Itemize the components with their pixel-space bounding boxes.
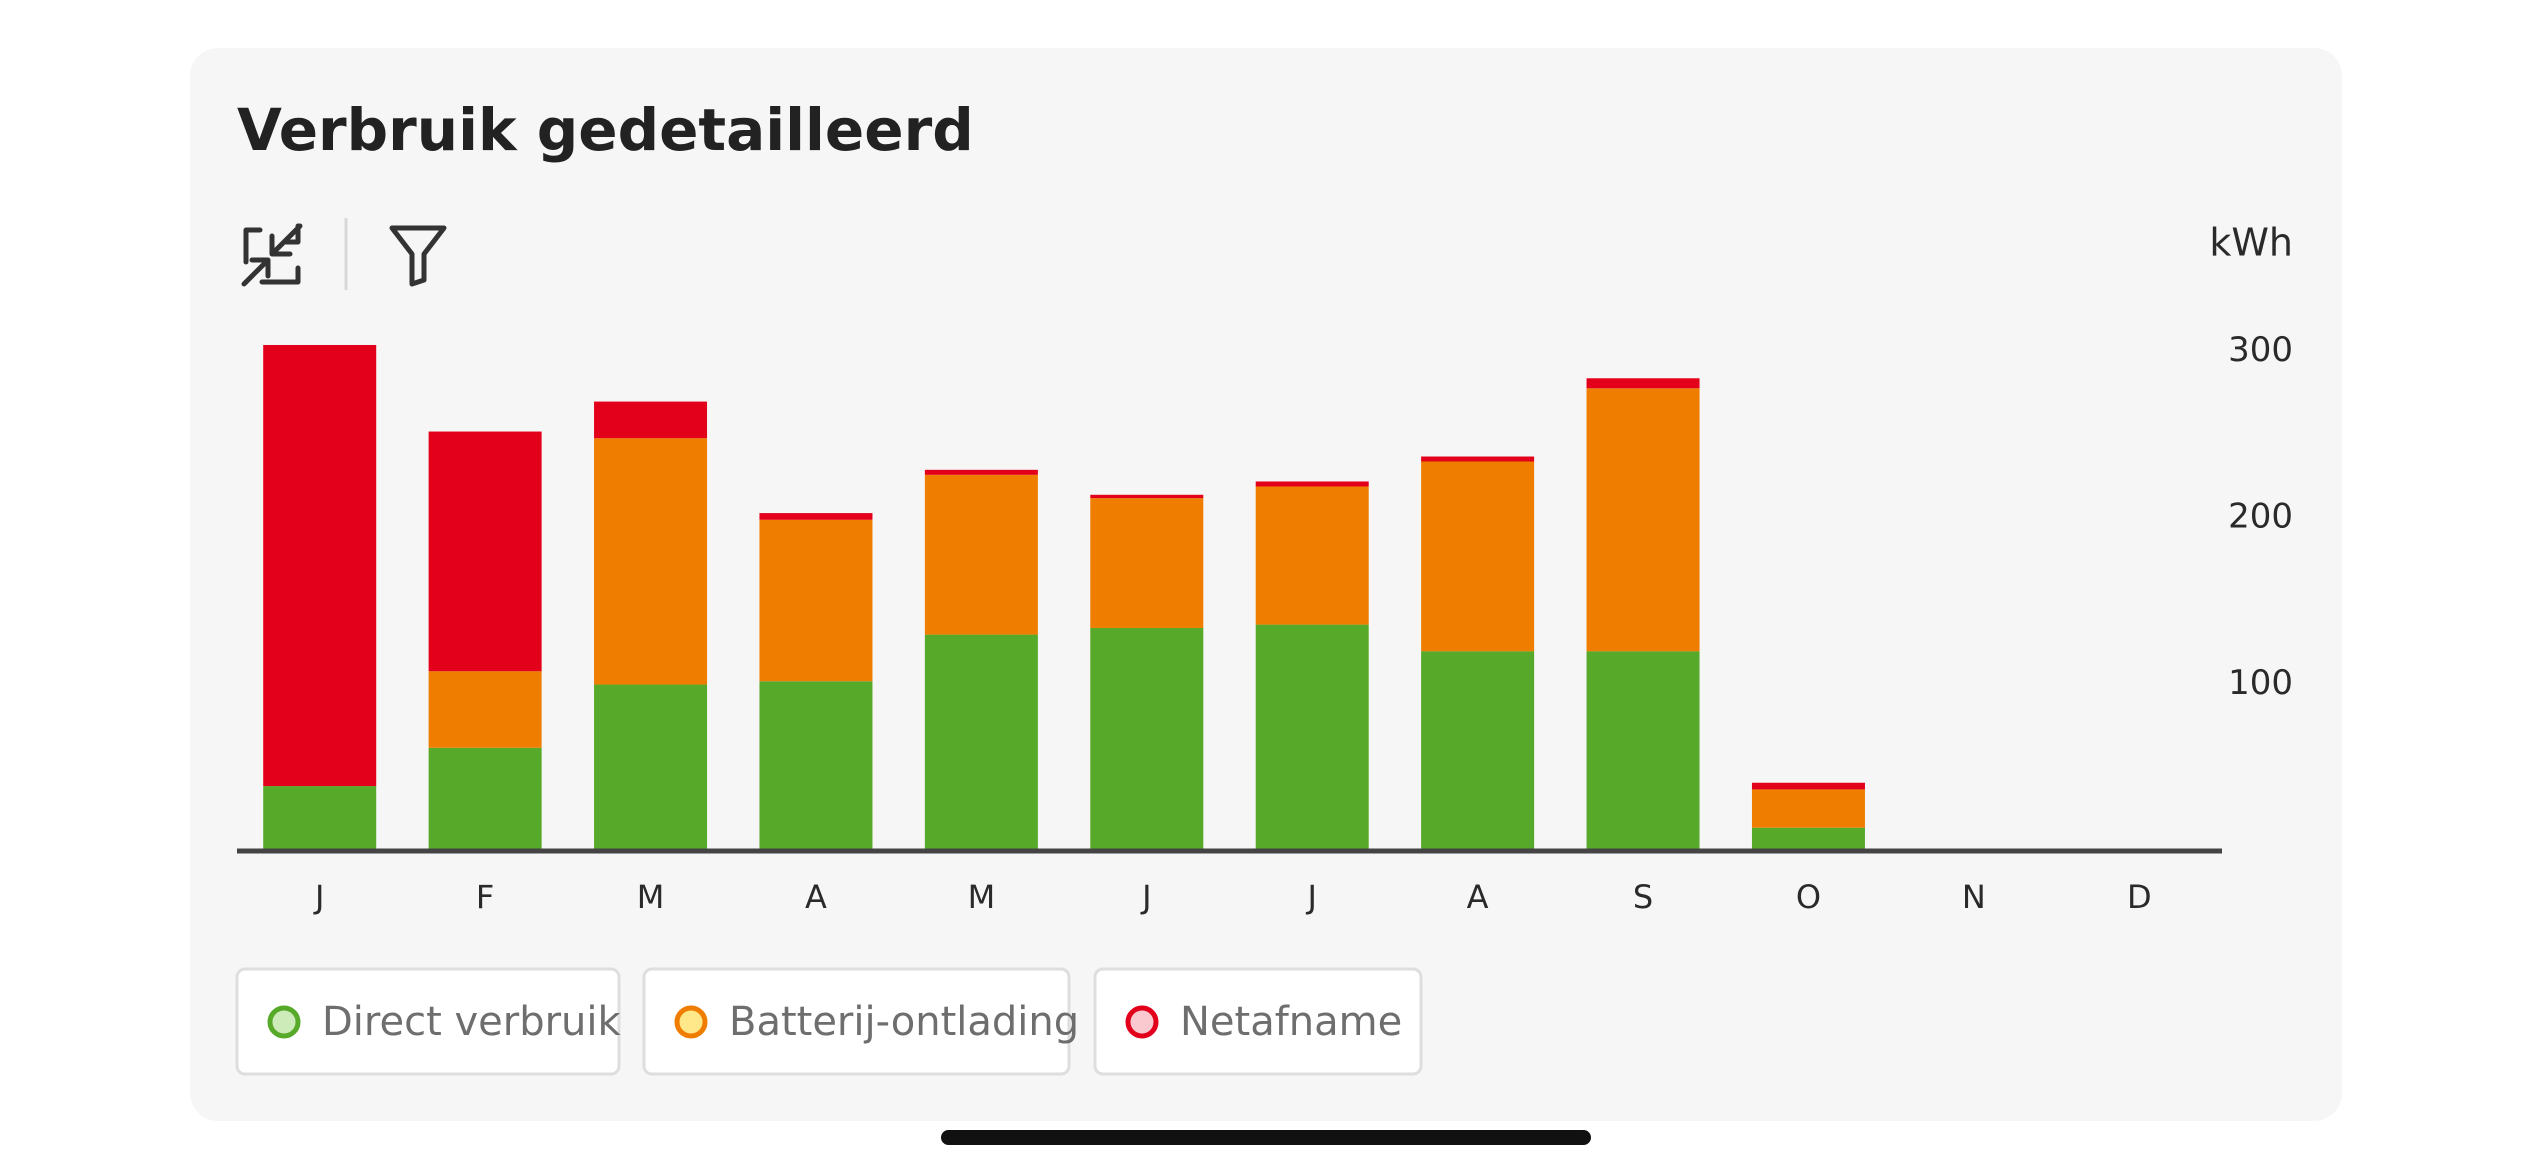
x-tick-label: D [2127,878,2152,916]
legend-item[interactable]: Netafname [1093,967,1423,1076]
filter-button[interactable] [389,225,447,287]
legend: Direct verbruik Batterij-ontlading Netafna… [235,967,1423,1076]
x-tick-label: M [968,878,996,916]
x-tick-label: A [1467,878,1489,916]
bar-segment [924,474,1038,635]
legend-box [1093,967,1423,1076]
bar-segment [1751,789,1865,828]
x-tick-label: F [476,878,494,916]
chart-title: Verbruik gedetailleerd [237,96,974,164]
y-tick-label: 100 [2228,663,2293,703]
bar-segment [1751,827,1865,851]
bar-segment [759,513,873,520]
bar-segment [594,401,708,439]
bar-segment [263,786,377,851]
x-tick-label: S [1633,878,1653,916]
bar-segment [594,684,708,851]
bar-segment [1421,456,1535,462]
y-tick-label: 200 [2228,497,2293,537]
x-tick-label: A [805,878,827,916]
legend-box [235,967,621,1076]
bar-segment [1255,486,1369,625]
x-tick-label: J [313,878,324,916]
bar-segment [1090,627,1204,851]
bar-segment [428,747,542,851]
x-tick-label: J [1140,878,1151,916]
bar-segment [1090,498,1204,628]
bar-segment [759,519,873,682]
legend-item[interactable]: Batterij-ontlading [642,967,1079,1076]
y-tick-label: 300 [2228,330,2293,370]
bar-segment [1586,378,1700,389]
bar-segment [428,431,542,672]
home-indicator [941,1130,1591,1145]
legend-label: Direct verbruik [322,999,622,1045]
bar-segment [924,469,1038,475]
y-axis-label: kWh [2209,221,2293,265]
bar-segment [759,681,873,851]
legend-swatch [267,1005,301,1039]
bar-segment [1255,624,1369,851]
x-tick-label: N [1962,878,1986,916]
x-tick-label: O [1796,878,1821,916]
bar-segment [1255,481,1369,487]
collapse-button[interactable] [241,223,303,287]
bar-segment [1751,782,1865,790]
bar-segment [594,438,708,685]
legend-label: Netafname [1180,999,1402,1045]
bar-segment [1421,651,1535,851]
bar-segment [924,634,1038,851]
bar-segment [428,671,542,748]
bar-segment [1421,461,1535,652]
x-tick-label: J [1305,878,1316,916]
legend-swatch [1125,1005,1159,1039]
legend-box [642,967,1071,1076]
legend-label: Batterij-ontlading [729,999,1079,1045]
bar-segment [1090,494,1204,499]
bar-segment [1586,651,1700,851]
x-tick-label: M [637,878,665,916]
legend-swatch [674,1005,708,1039]
legend-item[interactable]: Direct verbruik [235,967,622,1076]
bar-segment [263,344,377,787]
plot: 100 200 300 J F M A M J J A S O N D [237,330,2293,916]
bar-segment [1586,388,1700,652]
